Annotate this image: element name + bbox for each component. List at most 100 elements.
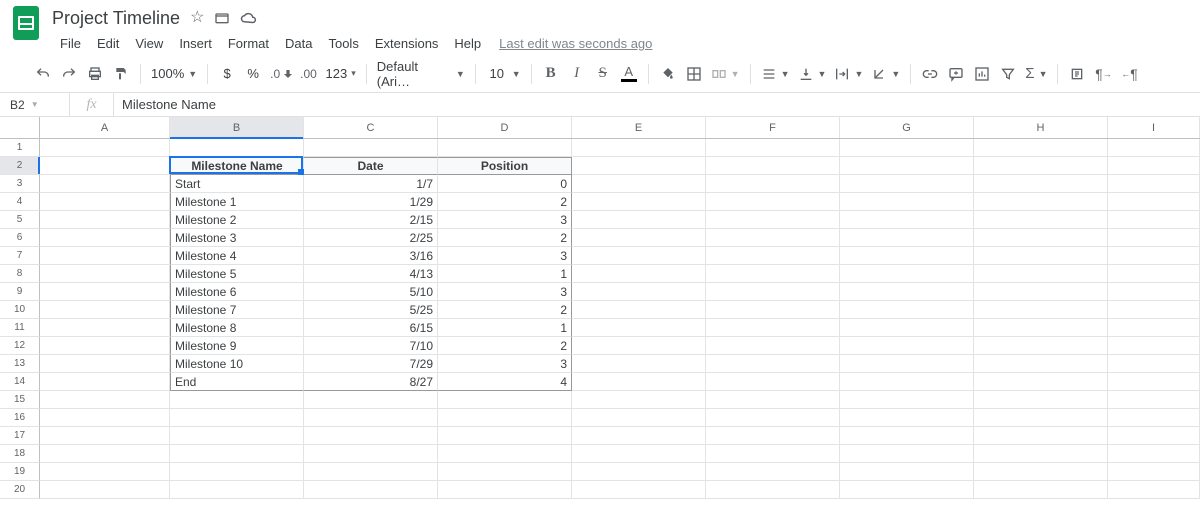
cell-G4[interactable] [840, 193, 974, 211]
cell-I16[interactable] [1108, 409, 1200, 427]
cell-G14[interactable] [840, 373, 974, 391]
cell-A5[interactable] [40, 211, 170, 229]
cell-D7[interactable]: 3 [438, 247, 572, 265]
cell-H4[interactable] [974, 193, 1108, 211]
column-header-A[interactable]: A [40, 117, 170, 138]
cell-F3[interactable] [706, 175, 840, 193]
cell-B8[interactable]: Milestone 5 [170, 265, 304, 283]
cell-C15[interactable] [304, 391, 438, 409]
cell-E16[interactable] [572, 409, 706, 427]
cell-I3[interactable] [1108, 175, 1200, 193]
cell-G5[interactable] [840, 211, 974, 229]
merge-cells-dropdown[interactable]: ▼ [707, 66, 744, 82]
cell-F14[interactable] [706, 373, 840, 391]
cell-B16[interactable] [170, 409, 304, 427]
cell-E15[interactable] [572, 391, 706, 409]
cell-C11[interactable]: 6/15 [304, 319, 438, 337]
cell-C7[interactable]: 3/16 [304, 247, 438, 265]
row-header-5[interactable]: 5 [0, 211, 40, 229]
cell-I12[interactable] [1108, 337, 1200, 355]
cell-H19[interactable] [974, 463, 1108, 481]
sheets-logo[interactable] [12, 6, 40, 40]
cell-C19[interactable] [304, 463, 438, 481]
cell-E18[interactable] [572, 445, 706, 463]
para-ltr-icon[interactable]: ¶→ [1090, 61, 1116, 87]
cell-D15[interactable] [438, 391, 572, 409]
cell-A15[interactable] [40, 391, 170, 409]
cell-H13[interactable] [974, 355, 1108, 373]
last-edit-link[interactable]: Last edit was seconds ago [489, 32, 662, 55]
cell-B6[interactable]: Milestone 3 [170, 229, 304, 247]
cell-C13[interactable]: 7/29 [304, 355, 438, 373]
row-header-17[interactable]: 17 [0, 427, 40, 445]
cell-I19[interactable] [1108, 463, 1200, 481]
cell-E12[interactable] [572, 337, 706, 355]
cell-C9[interactable]: 5/10 [304, 283, 438, 301]
cell-H11[interactable] [974, 319, 1108, 337]
row-header-20[interactable]: 20 [0, 481, 40, 499]
name-box[interactable]: B2 ▼ [0, 93, 70, 116]
column-header-F[interactable]: F [706, 117, 840, 138]
cell-F10[interactable] [706, 301, 840, 319]
row-header-6[interactable]: 6 [0, 229, 40, 247]
italic-button[interactable]: I [564, 61, 590, 87]
cell-B15[interactable] [170, 391, 304, 409]
cell-A18[interactable] [40, 445, 170, 463]
font-size-dropdown[interactable]: 10▼ [482, 66, 525, 81]
menu-tools[interactable]: Tools [320, 32, 366, 55]
cell-G19[interactable] [840, 463, 974, 481]
row-header-10[interactable]: 10 [0, 301, 40, 319]
cell-G18[interactable] [840, 445, 974, 463]
cell-E1[interactable] [572, 139, 706, 157]
cell-E14[interactable] [572, 373, 706, 391]
font-dropdown[interactable]: Default (Ari…▼ [373, 59, 469, 89]
cell-C2[interactable]: Date [304, 157, 438, 175]
menu-help[interactable]: Help [446, 32, 489, 55]
wrap-dropdown[interactable]: ▼ [830, 66, 867, 82]
cell-A10[interactable] [40, 301, 170, 319]
cell-D13[interactable]: 3 [438, 355, 572, 373]
cell-F9[interactable] [706, 283, 840, 301]
cell-A6[interactable] [40, 229, 170, 247]
menu-extensions[interactable]: Extensions [367, 32, 447, 55]
cell-H14[interactable] [974, 373, 1108, 391]
cell-G3[interactable] [840, 175, 974, 193]
cell-A7[interactable] [40, 247, 170, 265]
cell-E3[interactable] [572, 175, 706, 193]
cell-I9[interactable] [1108, 283, 1200, 301]
cell-G16[interactable] [840, 409, 974, 427]
cell-A3[interactable] [40, 175, 170, 193]
functions-dropdown[interactable]: Σ▼ [1021, 65, 1051, 82]
cell-C18[interactable] [304, 445, 438, 463]
cell-B12[interactable]: Milestone 9 [170, 337, 304, 355]
cell-F8[interactable] [706, 265, 840, 283]
cell-A11[interactable] [40, 319, 170, 337]
cell-B11[interactable]: Milestone 8 [170, 319, 304, 337]
paint-format-icon[interactable] [108, 61, 134, 87]
h-align-dropdown[interactable]: ▼ [757, 66, 794, 82]
insert-chart-icon[interactable] [969, 61, 995, 87]
row-header-18[interactable]: 18 [0, 445, 40, 463]
cell-D17[interactable] [438, 427, 572, 445]
cell-B4[interactable]: Milestone 1 [170, 193, 304, 211]
cell-D2[interactable]: Position [438, 157, 572, 175]
cell-C4[interactable]: 1/29 [304, 193, 438, 211]
cell-H15[interactable] [974, 391, 1108, 409]
cell-F19[interactable] [706, 463, 840, 481]
cell-D9[interactable]: 3 [438, 283, 572, 301]
cell-H6[interactable] [974, 229, 1108, 247]
cell-F17[interactable] [706, 427, 840, 445]
cell-C6[interactable]: 2/25 [304, 229, 438, 247]
row-header-9[interactable]: 9 [0, 283, 40, 301]
ltr-icon[interactable] [1064, 61, 1090, 87]
cloud-status-icon[interactable] [240, 11, 258, 25]
cell-A1[interactable] [40, 139, 170, 157]
cell-F5[interactable] [706, 211, 840, 229]
cell-E10[interactable] [572, 301, 706, 319]
cell-D10[interactable]: 2 [438, 301, 572, 319]
comment-icon[interactable] [943, 61, 969, 87]
cell-A13[interactable] [40, 355, 170, 373]
cell-B18[interactable] [170, 445, 304, 463]
cell-G2[interactable] [840, 157, 974, 175]
menu-insert[interactable]: Insert [171, 32, 220, 55]
